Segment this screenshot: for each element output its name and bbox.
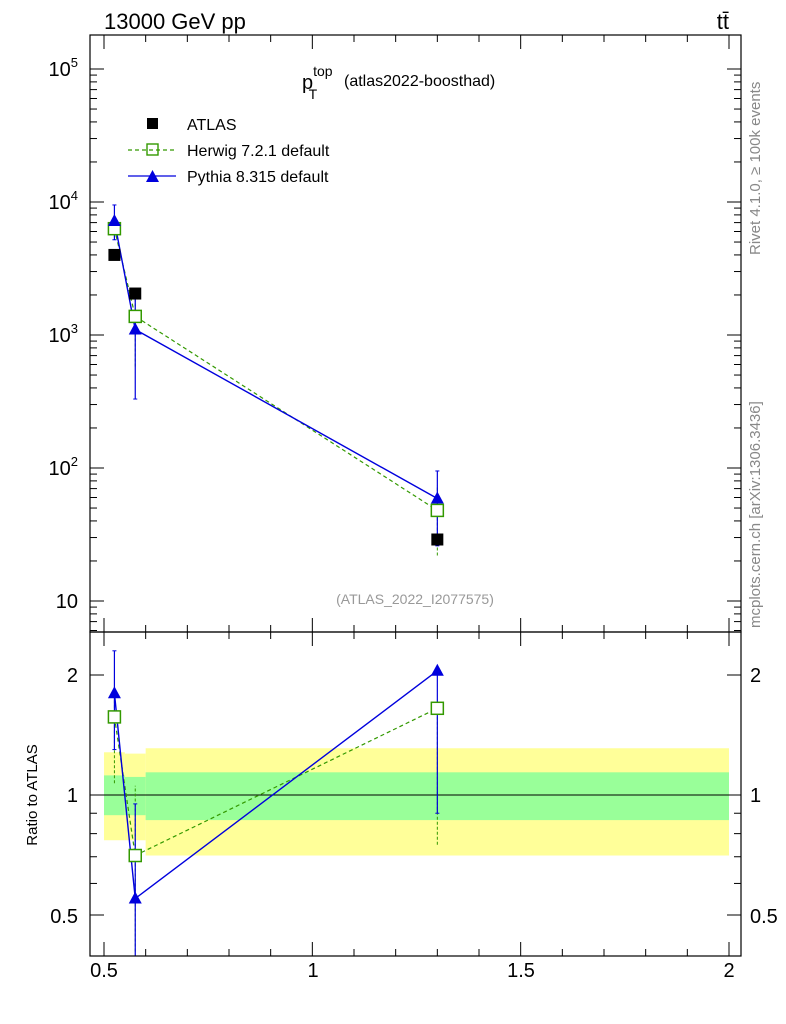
plot-title-sub: T <box>309 86 318 102</box>
herwig-point <box>128 309 142 324</box>
legend: ATLAS Herwig 7.2.1 default Pythia 8.315 … <box>128 117 330 186</box>
ratio-series <box>107 650 445 957</box>
ratio-y-tick-label-right-1: 1 <box>750 785 761 807</box>
plot-title-analysis: (atlas2022-boosthad) <box>344 73 495 90</box>
main-axis-ticks <box>90 35 741 632</box>
plot-title-main: p <box>302 72 313 94</box>
ratio-herwig-point <box>107 710 122 724</box>
y-tick-label-10-5: 105 <box>49 55 78 81</box>
rivet-label: Rivet 4.1.0, ≥ 100k events <box>747 82 764 255</box>
legend-pythia-label: Pythia 8.315 default <box>187 169 329 186</box>
y-tick-label-10-4: 104 <box>49 188 78 214</box>
y-tick-label-10-2: 102 <box>49 454 78 480</box>
ratio-y-tick-label-0-5: 0.5 <box>50 906 78 928</box>
x-tick-label-0-5: 0.5 <box>90 960 118 982</box>
pythia-point <box>128 322 142 335</box>
herwig-point <box>430 503 445 518</box>
plot-title-sup: top <box>313 63 333 79</box>
ratio-pythia-point <box>430 663 444 676</box>
atlas-point <box>431 533 444 546</box>
ratio-plot-panel: 2 1 0.5 2 1 0.5 Ratio to ATLAS 0.5 1 1.5… <box>24 631 778 982</box>
ratio-y-tick-label-1: 1 <box>67 785 78 807</box>
ratio-herwig-point <box>128 848 142 863</box>
main-series <box>107 204 445 556</box>
x-tick-label-2: 2 <box>723 960 734 982</box>
y-tick-label-10-3: 103 <box>49 321 78 347</box>
pythia-point <box>430 491 444 504</box>
ratio-y-tick-label-right-2: 2 <box>750 665 761 687</box>
herwig-line <box>113 228 438 511</box>
legend-pythia-marker <box>146 170 159 182</box>
process-label: tt̄ <box>717 9 729 34</box>
ratio-y-axis-label: Ratio to ATLAS <box>24 744 41 845</box>
x-tick-label-1: 1 <box>307 960 318 982</box>
atlas-point <box>129 287 142 300</box>
ratio-axis-ticks <box>90 632 741 956</box>
ratio-herwig-point <box>430 701 445 716</box>
y-tick-label-10: 10 <box>56 591 78 613</box>
pythia-point <box>107 213 121 226</box>
legend-atlas-label: ATLAS <box>187 117 237 134</box>
legend-herwig-marker <box>146 143 159 156</box>
ratio-y-tick-label-2: 2 <box>67 665 78 687</box>
ratio-y-tick-label-right-0-5: 0.5 <box>750 906 778 928</box>
ratio-pythia-point <box>107 686 121 699</box>
energy-label: 13000 GeV pp <box>104 9 246 34</box>
ratio-plot-frame <box>89 631 742 957</box>
main-plot-panel: 10 102 103 104 105 ptop T (atlas2022-boos… <box>49 34 742 633</box>
ratio-pythia-point <box>128 891 142 904</box>
plot-title: ptop T <box>302 63 333 102</box>
ratio-uncertainty-bands <box>104 748 729 856</box>
pythia-line <box>113 220 438 500</box>
analysis-watermark: (ATLAS_2022_I2077575) <box>336 591 494 607</box>
legend-herwig-label: Herwig 7.2.1 default <box>187 143 330 160</box>
atlas-point <box>108 248 121 261</box>
mcplots-label: mcplots.cern.ch [arXiv:1306.3436] <box>747 401 764 628</box>
x-tick-label-1-5: 1.5 <box>507 960 535 982</box>
legend-atlas-marker <box>147 118 158 129</box>
